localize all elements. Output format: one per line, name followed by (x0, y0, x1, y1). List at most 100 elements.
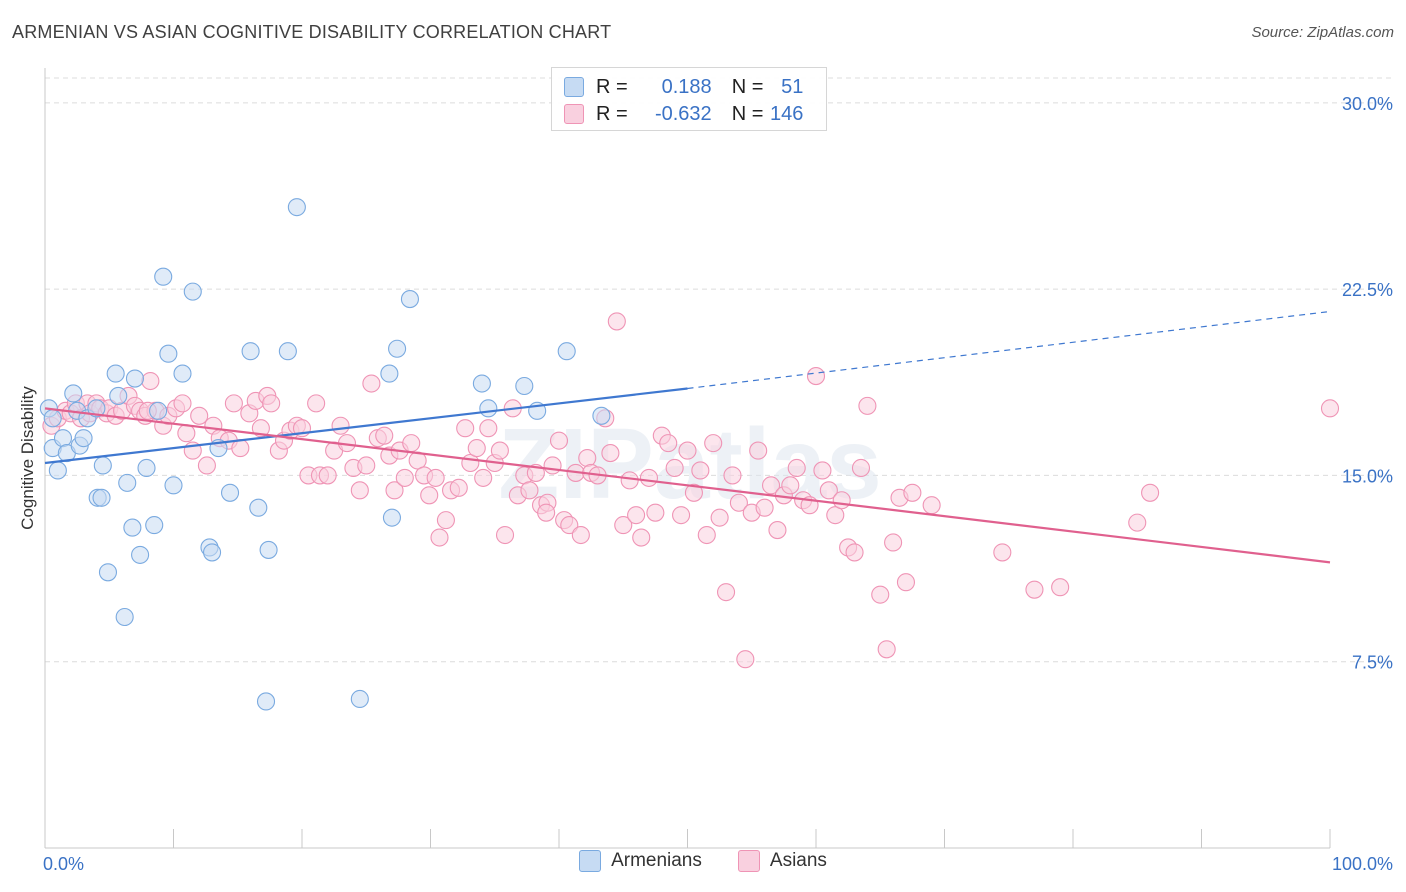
asian-point (520, 481, 539, 500)
armenian-point (159, 344, 178, 363)
asian-point (456, 419, 475, 438)
armenians-legend-label: Armenians (611, 850, 702, 871)
asians-swatch (564, 104, 584, 124)
armenian-point (93, 456, 112, 475)
asian-point (632, 528, 651, 547)
asian-point (716, 583, 736, 602)
asian-point (729, 493, 748, 512)
armenians-legend-swatch (579, 850, 602, 872)
asian-point (578, 448, 597, 468)
armenian-point (53, 429, 73, 448)
n-label: N = (731, 75, 764, 98)
asian-point (495, 525, 515, 545)
asian-point (449, 478, 468, 497)
asian-point (601, 444, 620, 463)
armenian-point (278, 342, 297, 361)
asian-point (402, 434, 421, 453)
n-value-armenians: 51 (781, 75, 804, 98)
x-tick-label: 0.0% (43, 854, 84, 874)
asian-point (537, 503, 556, 522)
asian-point (357, 456, 376, 475)
asian-point (251, 419, 270, 438)
chart-title: ARMENIAN VS ASIAN COGNITIVE DISABILITY C… (12, 22, 612, 42)
asian-point (691, 461, 710, 480)
asian-point (736, 650, 755, 669)
armenian-point (125, 369, 144, 388)
asian-point (177, 424, 196, 443)
asian-point (1128, 513, 1147, 532)
armenian-point (388, 339, 407, 358)
armenian-point (98, 563, 118, 582)
asian-point (851, 458, 871, 478)
asian-point (646, 503, 665, 522)
asian-point (858, 396, 877, 415)
asian-point (896, 573, 916, 592)
armenians-swatch (564, 77, 584, 97)
armenian-point (118, 473, 137, 492)
armenian-point (515, 376, 534, 396)
asian-point (826, 506, 845, 525)
series-legend: Armenians Asians (0, 850, 1406, 872)
armenian-point (92, 488, 111, 507)
asian-point (173, 394, 192, 413)
asian-point (560, 516, 579, 535)
asian-point (684, 483, 703, 502)
asian-point (436, 511, 455, 530)
armenians-trend-extension (687, 310, 1331, 390)
asian-point (331, 416, 350, 435)
asian-point (1141, 483, 1160, 502)
asian-point (813, 461, 832, 480)
asian-point (141, 371, 160, 391)
armenian-point (87, 399, 106, 418)
armenian-point (382, 508, 402, 527)
asian-point (678, 441, 697, 460)
y-tick-label: 15.0% (1342, 466, 1393, 486)
asian-point (755, 498, 774, 517)
asian-point (787, 458, 806, 478)
asian-point (877, 640, 896, 659)
legend-row-asians: R = -0.632 N = 146 (564, 102, 803, 126)
stats-legend: R = 0.188 N = 51 R = -0.632 N = 146 (551, 67, 827, 131)
armenian-point (256, 692, 276, 711)
armenian-point (350, 689, 369, 709)
legend-item-asians: Asians (737, 850, 827, 872)
armenian-point (164, 476, 183, 495)
asian-point (607, 312, 626, 331)
asian-point (832, 491, 851, 510)
asian-point (614, 516, 633, 535)
asian-point (490, 441, 509, 460)
asian-point (318, 466, 337, 485)
y-tick-label: 30.0% (1342, 94, 1393, 114)
armenian-point (131, 545, 150, 564)
armenian-point (241, 342, 260, 361)
armenians-trend-line (44, 387, 688, 465)
asian-point (697, 525, 716, 545)
asian-point (1320, 399, 1340, 418)
tick-labels: 7.5% 15.0% 22.5% 30.0% 0.0% 100.0% (43, 94, 1393, 874)
armenian-point (400, 290, 419, 309)
asian-point (659, 434, 678, 453)
armenian-point (106, 364, 125, 383)
r-value-asians: -0.632 (654, 102, 712, 125)
armenian-point (479, 399, 498, 418)
asian-point (224, 394, 243, 413)
asians-points (42, 312, 1340, 669)
asian-point (474, 468, 493, 487)
r-label: R = (596, 75, 628, 98)
n-label: N = (731, 102, 764, 125)
asians-trend-line (44, 407, 1331, 564)
armenian-point (43, 409, 62, 428)
asian-point (627, 506, 646, 525)
asian-point (430, 528, 449, 547)
r-label: R = (596, 102, 628, 125)
armenian-point (259, 540, 278, 559)
asian-point (375, 426, 394, 445)
armenian-point (287, 198, 306, 217)
armenian-point (472, 374, 491, 393)
asian-point (903, 483, 922, 502)
asian-point (845, 543, 864, 562)
asian-point (884, 533, 903, 552)
asian-point (197, 456, 216, 475)
asian-point (1025, 580, 1044, 599)
